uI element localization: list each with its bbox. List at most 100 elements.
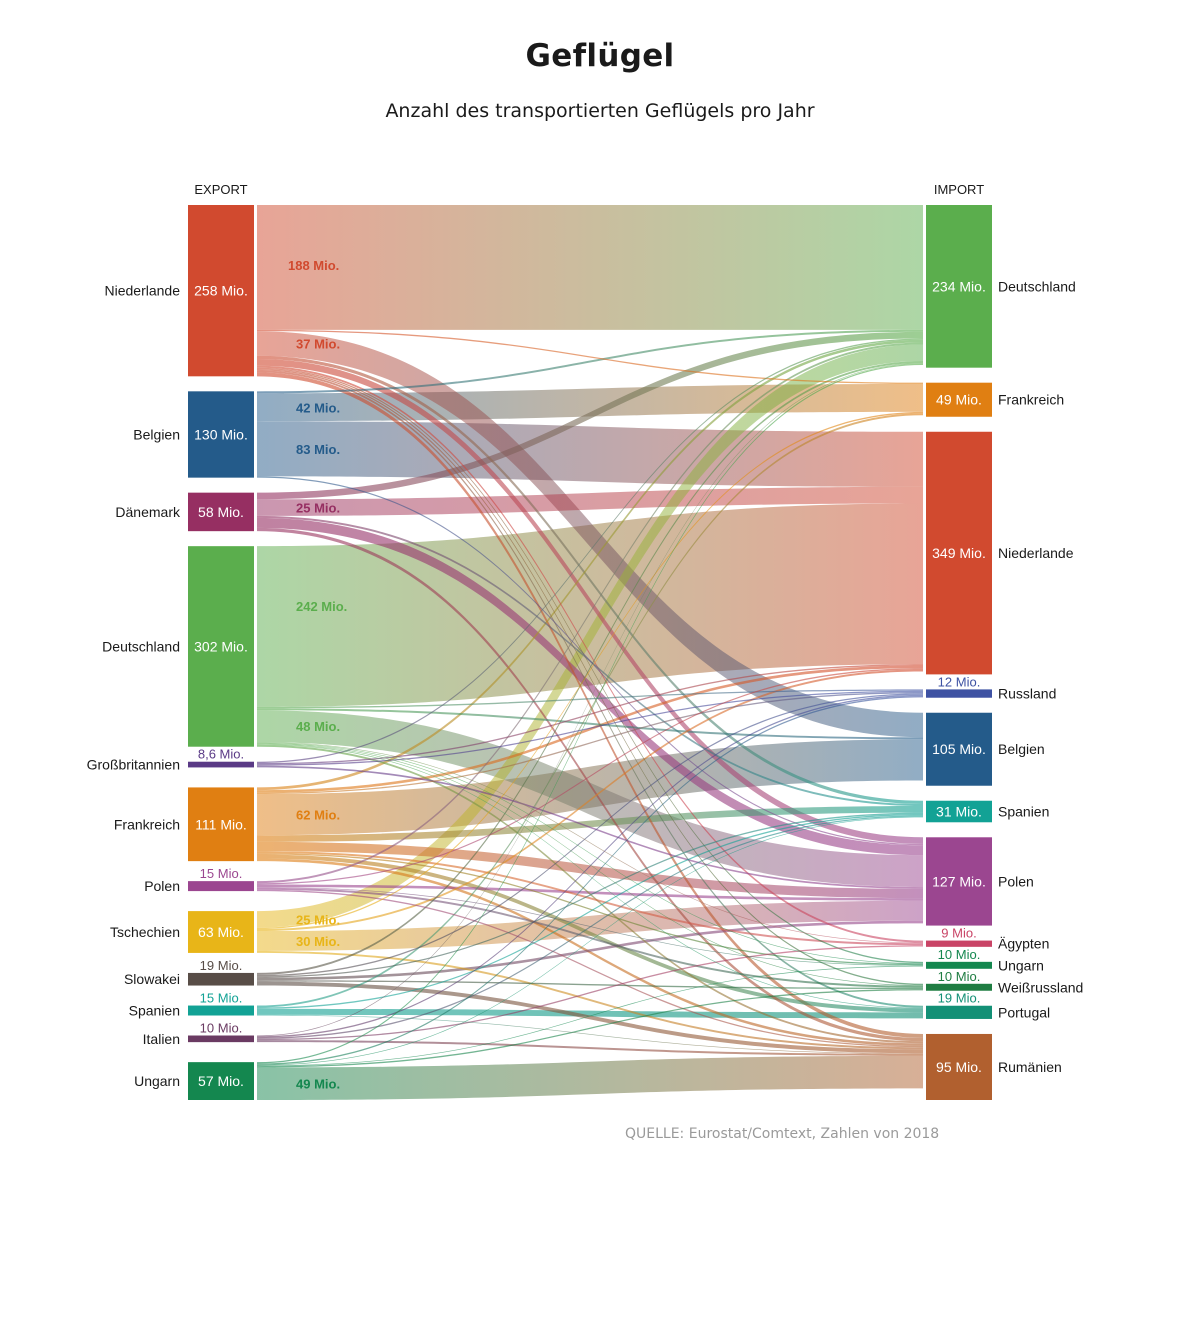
flow-frankreich-to-rumaenien: [257, 858, 923, 1046]
export-node-belgien: [188, 391, 254, 478]
export-label-slowakei: Slowakei: [124, 971, 180, 987]
export-value-grossbritannien: 8,6 Mio.: [198, 747, 244, 762]
flow-niederlande-to-frankreich: [257, 329, 923, 385]
flow-frankreich-to-ungarn: [257, 853, 923, 966]
export-node-tschechien: [188, 911, 254, 953]
import-label-aegypten: Ägypten: [998, 936, 1049, 952]
export-label-polen: Polen: [144, 878, 180, 894]
import-value-aegypten: 9 Mio.: [941, 926, 976, 941]
flow-daenemark-to-rumaenien: [257, 527, 923, 1042]
flow-polen-to-ungarn: [257, 887, 923, 966]
flow-deutschland-to-portugal: [257, 744, 923, 1009]
flow-label-deutschland-to-niederlande: 242 Mio.: [296, 599, 347, 614]
flow-deutschland-to-polen: [257, 710, 923, 888]
import-value-frankreich: 49 Mio.: [936, 392, 982, 408]
import-label-spanien: Spanien: [998, 804, 1049, 820]
flow-polen-to-polen: [257, 884, 923, 901]
import-label-portugal: Portugal: [998, 1004, 1050, 1020]
import-header: IMPORT: [934, 182, 984, 197]
flow-daenemark-to-niederlande: [257, 486, 923, 516]
import-node-polen: [926, 837, 992, 926]
export-value-spanien: 15 Mio.: [200, 991, 243, 1006]
export-label-tschechien: Tschechien: [110, 924, 180, 940]
flow-belgien-to-niederlande: [257, 421, 923, 487]
flow-deutschland-to-russland: [257, 689, 923, 709]
chart-title: Geflügel: [525, 38, 675, 74]
flow-niederlande-to-weissrussland: [257, 369, 923, 986]
flow-slowakei-to-polen: [257, 920, 923, 981]
flow-ungarn-to-deutschland: [257, 363, 923, 1064]
flow-tschechien-to-frankreich: [257, 411, 923, 930]
export-node-niederlande: [188, 205, 254, 377]
flow-slowakei-to-deutschland: [257, 361, 923, 975]
export-node-slowakei: [188, 972, 254, 986]
import-node-russland: [926, 689, 992, 698]
import-value-weissrussland: 10 Mio.: [938, 969, 981, 984]
export-node-grossbritannien: [188, 761, 254, 768]
export-node-ungarn: [188, 1062, 254, 1100]
flow-niederlande-to-polen: [257, 359, 923, 844]
export-value-deutschland: 302 Mio.: [194, 638, 248, 654]
flow-polen-to-rumaenien: [257, 889, 923, 1048]
flow-polen-to-niederlande: [257, 668, 923, 885]
import-node-rumaenien: [926, 1033, 992, 1100]
import-node-weissrussland: [926, 983, 992, 991]
import-label-deutschland: Deutschland: [998, 278, 1076, 294]
flow-spanien-to-portugal: [257, 1008, 923, 1019]
flow-ungarn-to-ungarn: [257, 965, 923, 1067]
export-node-italien: [188, 1035, 254, 1043]
flow-ungarn-to-weissrussland: [257, 989, 923, 1068]
export-value-ungarn: 57 Mio.: [198, 1073, 244, 1089]
flow-label-belgien-to-niederlande: 83 Mio.: [296, 442, 340, 457]
flow-label-deutschland-to-polen: 48 Mio.: [296, 719, 340, 734]
export-header: EXPORT: [194, 182, 247, 197]
flow-grossbritannien-to-niederlande: [257, 664, 923, 765]
flow-niederlande-to-ungarn: [257, 367, 923, 964]
flow-belgien-to-deutschland: [257, 329, 923, 394]
flow-label-niederlande-to-belgien: 37 Mio.: [296, 336, 340, 351]
flow-italien-to-russland: [257, 694, 923, 1038]
flow-frankreich-to-russland: [257, 692, 923, 795]
flow-slowakei-to-rumaenien: [257, 981, 923, 1054]
import-value-deutschland: 234 Mio.: [932, 278, 986, 294]
import-label-niederlande: Niederlande: [998, 545, 1074, 561]
flow-spanien-to-spanien: [257, 814, 923, 1009]
export-label-ungarn: Ungarn: [134, 1073, 180, 1089]
flow-tschechien-to-deutschland: [257, 344, 923, 928]
flow-niederlande-to-rumaenien: [257, 372, 923, 1038]
flow-italien-to-deutschland: [257, 363, 923, 1037]
flow-deutschland-to-aegypten: [257, 742, 923, 944]
export-label-frankreich: Frankreich: [114, 816, 180, 832]
flow-italien-to-rumaenien: [257, 1040, 923, 1056]
import-value-rumaenien: 95 Mio.: [936, 1059, 982, 1075]
import-node-niederlande: [926, 431, 992, 675]
flow-tschechien-to-niederlande: [257, 669, 923, 932]
import-value-spanien: 31 Mio.: [936, 804, 982, 820]
flow-tschechien-to-polen: [257, 900, 923, 951]
import-value-ungarn: 10 Mio.: [938, 947, 981, 962]
import-label-frankreich: Frankreich: [998, 392, 1064, 408]
flow-label-tschechien-to-deutschland: 25 Mio.: [296, 912, 340, 927]
flow-grossbritannien-to-deutschland: [257, 338, 923, 764]
flow-deutschland-to-rumaenien: [257, 744, 923, 1044]
flow-label-tschechien-to-polen: 30 Mio.: [296, 934, 340, 949]
export-value-belgien: 130 Mio.: [194, 426, 248, 442]
export-label-deutschland: Deutschland: [102, 638, 180, 654]
import-node-spanien: [926, 800, 992, 823]
export-node-daenemark: [188, 492, 254, 532]
flow-daenemark-to-polen: [257, 517, 923, 856]
flow-deutschland-to-weissrussland: [257, 743, 923, 986]
export-label-italien: Italien: [143, 1031, 180, 1047]
export-value-frankreich: 111 Mio.: [195, 816, 247, 832]
import-value-russland: 12 Mio.: [938, 674, 981, 689]
flow-belgien-to-polen: [257, 476, 923, 846]
import-value-belgien: 105 Mio.: [932, 741, 986, 757]
import-node-portugal: [926, 1005, 992, 1019]
import-value-niederlande: 349 Mio.: [932, 545, 986, 561]
flow-label-frankreich-to-belgien: 62 Mio.: [296, 808, 340, 823]
import-label-russland: Russland: [998, 686, 1056, 702]
export-node-deutschland: [188, 546, 254, 747]
export-label-spanien: Spanien: [129, 1003, 180, 1019]
flow-italien-to-spanien: [257, 815, 923, 1039]
